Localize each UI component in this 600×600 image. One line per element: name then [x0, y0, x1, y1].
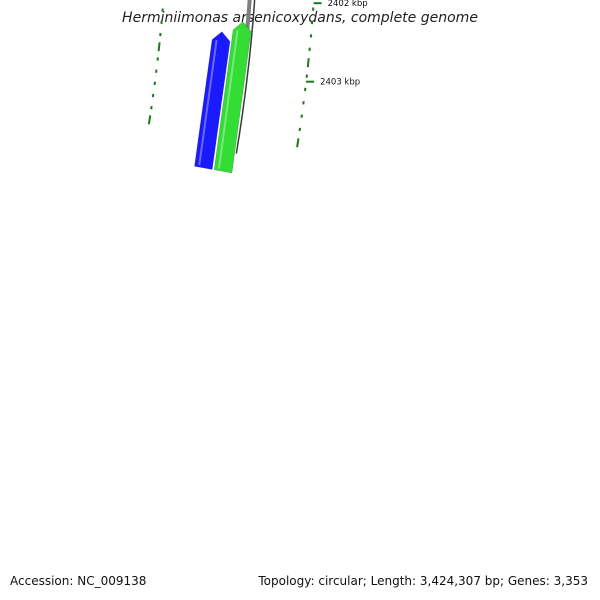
accession-text: Accession: NC_009138 [10, 574, 147, 588]
gene-arrow-blue-top-shine [198, 39, 218, 166]
scale-label: 2402 kbp [328, 0, 368, 9]
tick-mark [147, 115, 152, 125]
gene-arrow-blue-top [194, 31, 231, 170]
gene-arrow-green-top-shine [217, 30, 239, 169]
tick-mark [306, 58, 310, 68]
tick-mark [157, 42, 161, 52]
outer-tick-track [296, 7, 315, 148]
scale-label-group: 2403 kbp [306, 78, 360, 88]
backbone-inner-line [235, 0, 256, 154]
map-title: Herminiimonas arsenicoxydans, complete g… [122, 10, 478, 26]
feature-track [194, 21, 252, 174]
genome-summary-text: Topology: circular; Length: 3,424,307 bp… [258, 574, 588, 588]
inner-tick-track [147, 8, 164, 125]
tick-mark [296, 138, 300, 148]
scale-label-group: 2402 kbp [313, 0, 368, 9]
gene-arrow-green-top [213, 21, 252, 174]
scale-label: 2403 kbp [320, 78, 360, 88]
